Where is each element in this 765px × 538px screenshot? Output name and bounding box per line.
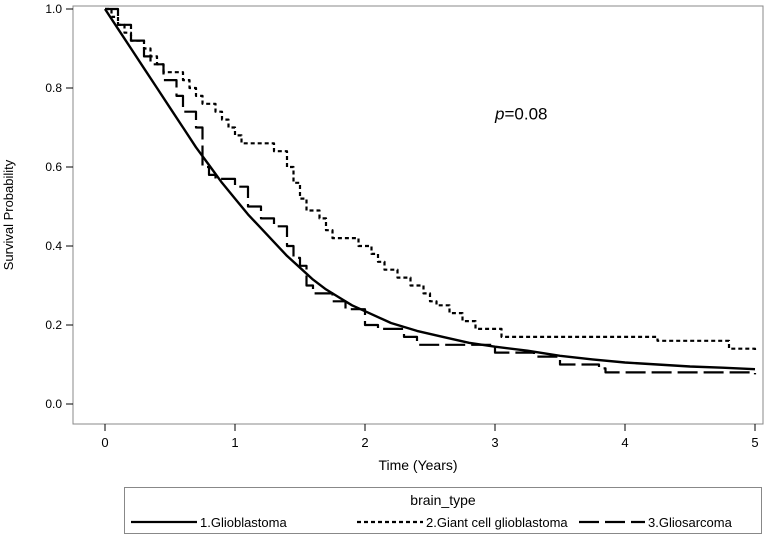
x-tick-label: 3 [491, 435, 498, 450]
series-line-gliosarcoma [105, 7, 757, 375]
p-value-symbol: p [494, 105, 504, 124]
y-tick-label: 0.2 [45, 318, 62, 332]
x-tick-label: 2 [361, 435, 368, 450]
legend-swatch-dashed [579, 520, 645, 524]
y-tick-label: 0.0 [45, 397, 62, 411]
series-line-giant-cell-glioblastoma [105, 7, 757, 353]
x-axis-label: Time (Years) [378, 457, 457, 473]
legend-entry-gliosarcoma: 3.Gliosarcoma [579, 514, 732, 530]
y-tick-label: 0.6 [45, 160, 62, 174]
x-tick-label: 5 [751, 435, 758, 450]
y-tick-label: 0.4 [45, 239, 62, 253]
y-axis: 0.0 0.2 0.4 0.6 0.8 1.0 [45, 2, 73, 411]
x-tick-label: 1 [231, 435, 238, 450]
p-value-annotation: p=0.08 [494, 105, 547, 124]
series-layer [103, 7, 757, 375]
legend-swatch-dotted [357, 520, 423, 524]
legend-label-glioblastoma: 1.Glioblastoma [200, 514, 287, 530]
x-axis: 0 1 2 3 4 5 [101, 424, 759, 450]
y-tick-label: 1.0 [45, 2, 62, 16]
legend-label-giant-cell-glioblastoma: 2.Giant cell glioblastoma [426, 514, 568, 530]
legend-swatch-solid [131, 520, 197, 524]
x-tick-label: 4 [621, 435, 628, 450]
legend-label-gliosarcoma: 3.Gliosarcoma [648, 514, 732, 530]
series-line-glioblastoma [103, 8, 756, 371]
plot-frame [72, 5, 764, 425]
legend: brain_type 1.Glioblastoma 2.Giant cell g… [124, 487, 762, 534]
legend-entry-giant-cell-glioblastoma: 2.Giant cell glioblastoma [357, 514, 568, 530]
legend-entry-glioblastoma: 1.Glioblastoma [131, 514, 287, 530]
p-value-text: =0.08 [504, 105, 547, 124]
legend-entries: 1.Glioblastoma 2.Giant cell glioblastoma… [125, 514, 761, 530]
x-tick-label: 0 [101, 435, 108, 450]
legend-title: brain_type [410, 492, 476, 508]
y-axis-label: Survival Probability [1, 159, 16, 270]
y-tick-label: 0.8 [45, 81, 62, 95]
